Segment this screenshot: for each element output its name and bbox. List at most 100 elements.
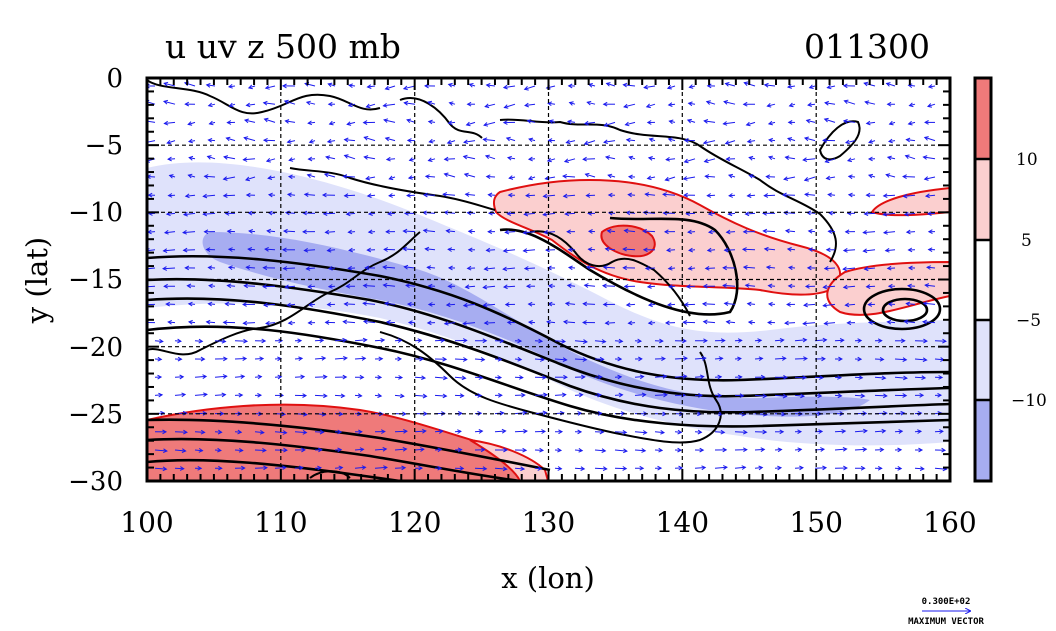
wind-vector-head	[506, 320, 512, 325]
wind-vector-head	[547, 283, 553, 289]
wind-vector	[704, 158, 716, 163]
wind-vector	[827, 85, 836, 89]
wind-vector	[164, 82, 176, 87]
wind-vector	[188, 174, 196, 178]
wind-vector-head	[742, 429, 748, 435]
wind-vector	[244, 137, 256, 142]
wind-vector-head	[783, 176, 789, 181]
wind-vector	[854, 430, 867, 433]
wind-vector	[623, 84, 636, 87]
wind-vector	[734, 466, 746, 469]
wind-vector-head	[528, 137, 534, 143]
wind-vector	[364, 136, 376, 142]
wind-vector-head	[704, 174, 710, 179]
wind-vector-head	[705, 100, 711, 105]
wind-vector	[254, 467, 267, 469]
wind-vector-head	[926, 211, 932, 216]
wind-vector	[794, 448, 802, 451]
wind-vector-head	[478, 429, 484, 434]
wind-vector-head	[399, 393, 405, 399]
wind-vector	[767, 103, 776, 107]
wind-vector-head	[321, 192, 327, 198]
wind-vector	[506, 137, 516, 142]
wind-vector-head	[257, 374, 263, 380]
wind-vector	[863, 231, 876, 234]
wind-vector	[474, 376, 483, 379]
wind-vector	[764, 84, 776, 87]
wind-vector-head	[297, 338, 303, 344]
wind-vector	[194, 431, 205, 433]
wind-vector-head	[786, 302, 791, 307]
wind-vector-head	[783, 374, 788, 380]
wind-vector-head	[807, 102, 812, 107]
wind-vector	[705, 175, 716, 178]
wind-vector-head	[158, 338, 164, 344]
wind-vector	[483, 303, 496, 306]
wind-vector-head	[704, 265, 710, 271]
wind-vector-head	[662, 374, 668, 379]
wind-vector-head	[622, 82, 628, 88]
wind-vector-head	[426, 265, 432, 270]
wind-vector-head	[884, 247, 890, 253]
wind-vector-head	[941, 447, 947, 453]
wind-vector-head	[562, 319, 568, 325]
colorbar-label: 5	[1021, 231, 1032, 251]
wind-vector-head	[568, 101, 574, 106]
wind-vector-head	[423, 411, 428, 417]
wind-vector	[245, 176, 256, 181]
wind-vector-head	[637, 338, 643, 344]
wind-vector-head	[539, 447, 545, 453]
wind-vector-head	[327, 82, 333, 88]
wind-vector-head	[923, 338, 928, 344]
wind-vector-head	[282, 228, 288, 234]
wind-vector-head	[703, 158, 709, 164]
wind-vector-head	[857, 338, 863, 344]
wind-vector	[614, 394, 623, 396]
wind-vector	[914, 358, 927, 361]
wind-vector	[547, 321, 556, 324]
wind-vector	[224, 156, 236, 160]
wind-vector-head	[177, 356, 183, 362]
wind-vector-head	[724, 82, 730, 87]
wind-vector	[703, 140, 716, 144]
wind-vector-head	[558, 429, 564, 435]
wind-vector	[244, 285, 256, 287]
wind-vector-head	[281, 465, 287, 471]
wind-vector-head	[701, 465, 707, 471]
wind-vector	[464, 173, 476, 178]
wind-vector-head	[902, 193, 908, 199]
wind-vector-head	[221, 392, 227, 398]
wind-vector-head	[283, 447, 288, 453]
wind-vector	[645, 267, 656, 269]
y-tick-label: −15	[68, 265, 123, 295]
wind-vector-head	[447, 265, 453, 271]
wind-vector	[483, 285, 496, 288]
wind-vector-head	[403, 429, 408, 434]
wind-vector	[343, 321, 356, 324]
wind-vector-head	[742, 265, 748, 270]
wind-vector-head	[327, 265, 333, 271]
wind-vector-head	[442, 192, 448, 197]
wind-vector	[903, 194, 916, 197]
wind-vector	[866, 285, 876, 288]
wind-vector-head	[698, 393, 703, 398]
wind-vector-head	[887, 138, 893, 144]
wind-vector	[614, 340, 623, 342]
wind-vector-head	[541, 429, 547, 434]
wind-vector-head	[383, 118, 389, 123]
wind-vector-head	[527, 175, 533, 181]
wind-vector	[174, 449, 186, 452]
wind-vector	[806, 119, 816, 123]
wind-vector-head	[440, 338, 446, 343]
y-tick-label: −5	[85, 131, 123, 161]
wind-vector-head	[882, 393, 888, 399]
wind-vector-head	[784, 228, 790, 234]
colorbar-swatch	[975, 78, 991, 159]
wind-vector-head	[184, 193, 190, 199]
wind-vector-head	[283, 99, 289, 105]
wind-vector-head	[427, 302, 433, 307]
wind-vector-head	[322, 374, 328, 380]
y-tick-label: 0	[106, 64, 123, 94]
wind-vector-head	[480, 447, 486, 453]
wind-vector	[425, 175, 436, 178]
